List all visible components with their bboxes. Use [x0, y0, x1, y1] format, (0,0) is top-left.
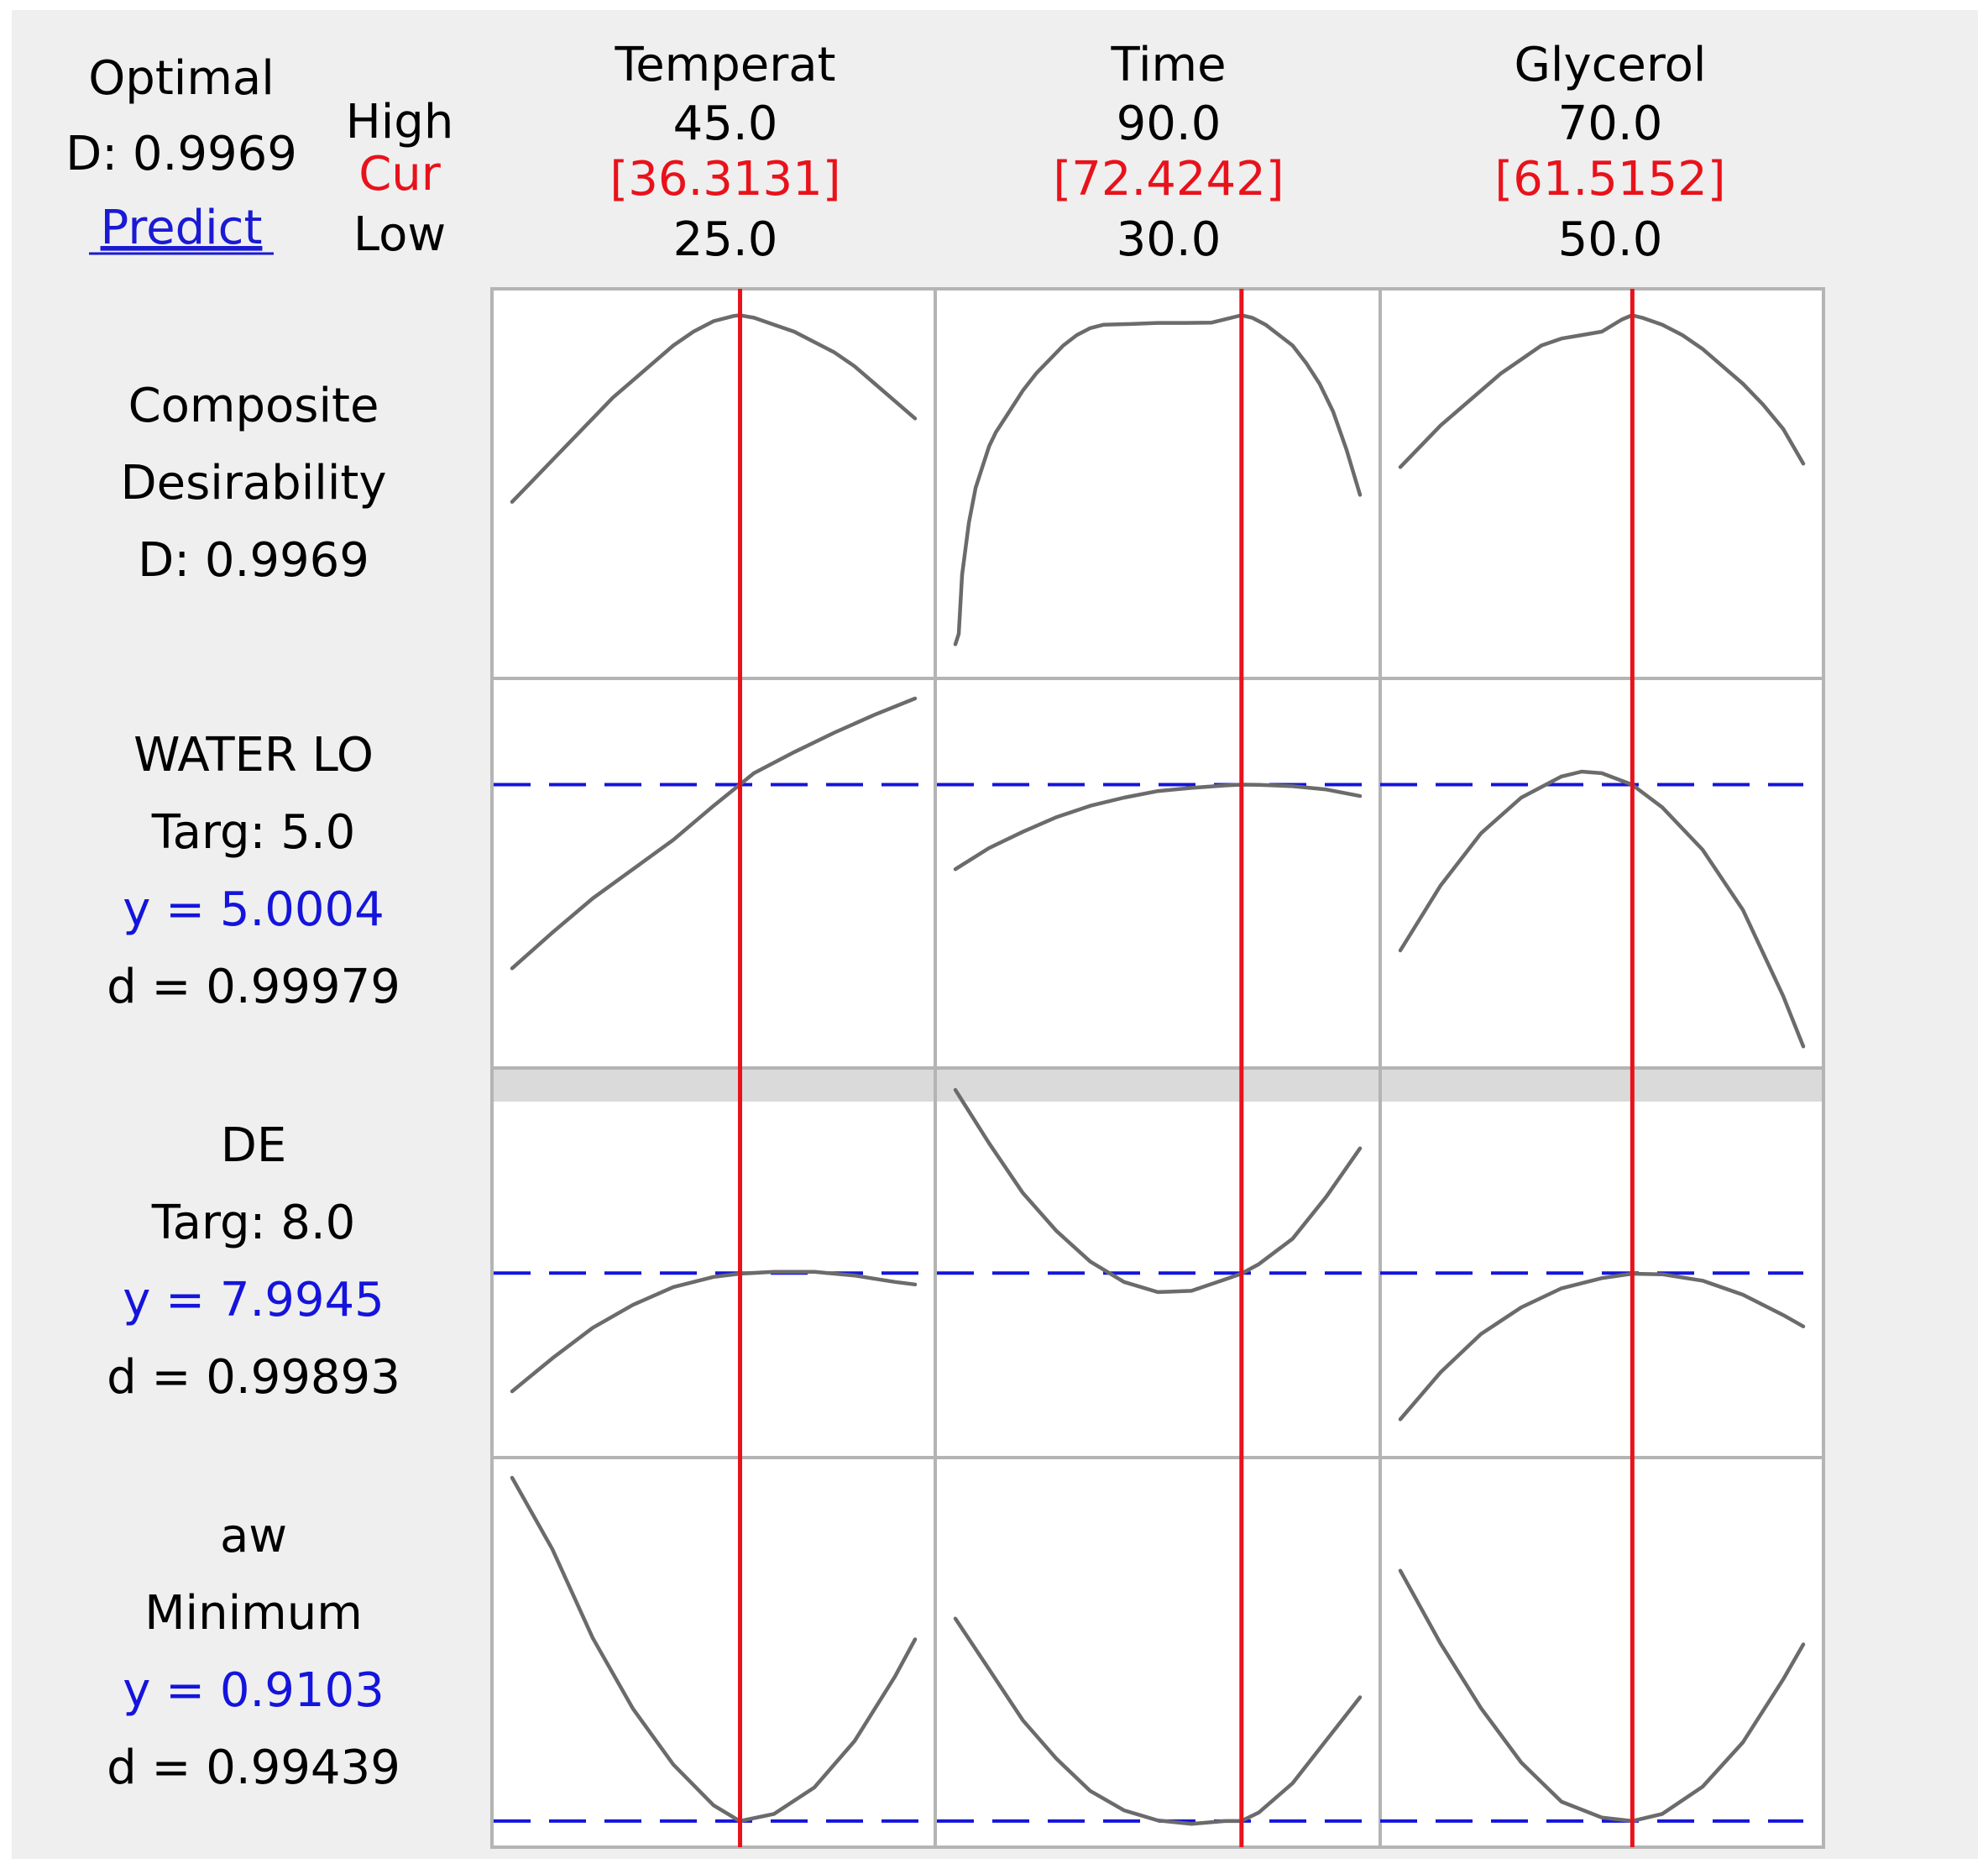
plot-cell: [490, 1456, 937, 1849]
label-column-background: [12, 287, 492, 1859]
plot-cell: [1379, 287, 1825, 680]
response-name: DE: [221, 1118, 287, 1173]
response-label-line: d = 0.99893: [107, 1350, 400, 1405]
response-label-line: d = 0.99439: [107, 1741, 400, 1795]
response-curve: [953, 1616, 1363, 1826]
response-label-line: D: 0.9969: [138, 533, 369, 588]
plot-cell: [934, 1456, 1382, 1849]
response-curve: [1398, 769, 1806, 1049]
low-label: Low: [353, 207, 446, 262]
plot-cell: [490, 287, 937, 680]
factor-low-value: 25.0: [673, 212, 778, 267]
separator-band: [494, 1070, 934, 1102]
factor-name: Glycerol: [1515, 38, 1707, 92]
response-curve: [510, 696, 918, 971]
response-curve: [510, 1270, 918, 1394]
cur-label: Cur: [358, 147, 442, 202]
response-curve: [1398, 1271, 1806, 1421]
factor-current-value: [61.5152]: [1494, 152, 1725, 207]
factor-high-value: 70.0: [1558, 97, 1663, 151]
factor-low-value: 30.0: [1117, 212, 1222, 267]
response-predicted-y: y = 7.9945: [123, 1273, 385, 1327]
response-curve: [953, 1087, 1363, 1295]
response-label-line: Targ: 5.0: [151, 805, 356, 860]
high-label: High: [346, 95, 454, 149]
plot-cell: [1379, 1456, 1825, 1849]
response-name: Composite: [128, 379, 379, 433]
factor-low-value: 50.0: [1558, 212, 1663, 267]
optimal-d-value: D: 0.9969: [65, 127, 297, 181]
factor-current-value: [36.3131]: [609, 152, 840, 207]
response-curve: [510, 313, 918, 504]
predict-link[interactable]: Predict: [101, 201, 263, 255]
plot-cell: [490, 677, 937, 1070]
factor-name: Temperat: [615, 38, 836, 92]
response-name: WATER LO: [133, 728, 374, 783]
response-curve: [953, 783, 1363, 872]
response-label-line: Targ: 8.0: [151, 1196, 356, 1250]
response-predicted-y: y = 0.9103: [123, 1663, 385, 1718]
response-curve: [1398, 313, 1806, 469]
response-curve: [510, 1475, 918, 1824]
separator-band: [937, 1070, 1379, 1102]
separator-band: [1382, 1070, 1822, 1102]
factor-high-value: 90.0: [1117, 97, 1222, 151]
plot-cell: [1379, 677, 1825, 1070]
plot-cell: [934, 1066, 1382, 1459]
response-label-line: Desirability: [121, 456, 387, 510]
response-label-line: Minimum: [144, 1586, 363, 1641]
response-curve: [1398, 1568, 1806, 1824]
plot-cell: [1379, 1066, 1825, 1459]
response-predicted-y: y = 5.0004: [123, 882, 385, 937]
bottom-gutter-background: [492, 1847, 1823, 1859]
optimal-label: Optimal: [88, 51, 275, 106]
response-curve: [953, 313, 1363, 647]
factor-current-value: [72.4242]: [1053, 152, 1284, 207]
plot-cell: [934, 287, 1382, 680]
plot-cell: [490, 1066, 937, 1459]
header-background: [12, 10, 1978, 287]
response-label-line: d = 0.99979: [107, 960, 400, 1014]
response-name: aw: [220, 1509, 287, 1563]
plot-cell: [934, 677, 1382, 1070]
factor-high-value: 45.0: [673, 97, 778, 151]
right-gutter-background: [1823, 287, 1978, 1859]
factor-name: Time: [1110, 38, 1226, 92]
